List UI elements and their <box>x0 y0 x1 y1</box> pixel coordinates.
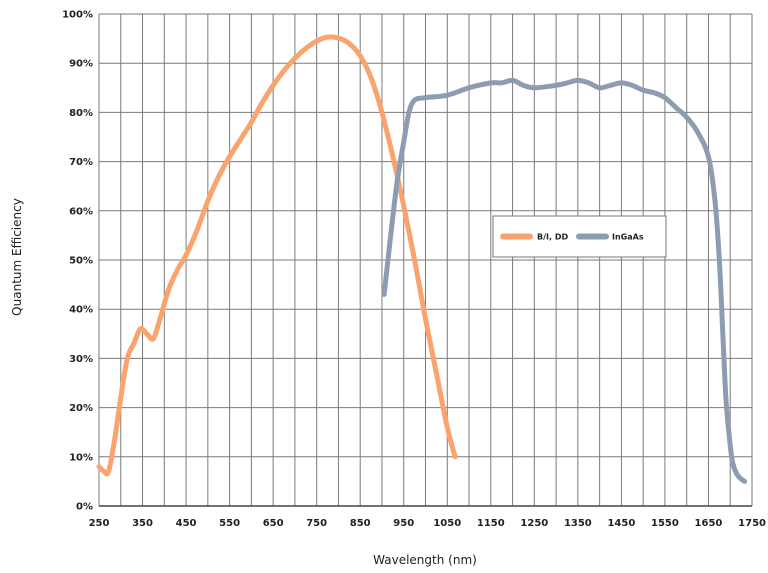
x-axis-label: Wavelength (nm) <box>373 553 477 567</box>
x-tick-label: 250 <box>89 518 110 529</box>
x-tick-label: 550 <box>219 518 240 529</box>
y-axis-label: Quantum Efficiency <box>10 198 24 316</box>
y-tick-label: 30% <box>69 354 93 365</box>
x-tick-label: 1250 <box>520 518 548 529</box>
y-tick-label: 80% <box>69 108 93 119</box>
x-tick-label: 1750 <box>738 518 766 529</box>
x-tick-label: 1150 <box>477 518 505 529</box>
y-tick-label: 0% <box>76 502 93 513</box>
y-tick-label: 40% <box>69 305 93 316</box>
x-tick-label: 1350 <box>564 518 592 529</box>
x-tick-label: 650 <box>263 518 284 529</box>
x-tick-label: 850 <box>350 518 371 529</box>
y-tick-label: 10% <box>69 452 93 463</box>
y-tick-label: 20% <box>69 403 93 414</box>
y-tick-label: 90% <box>69 59 93 70</box>
x-tick-label: 1050 <box>433 518 461 529</box>
y-tick-label: 50% <box>69 256 93 267</box>
x-tick-labels: 250 350 450 550 650 750 850 950 1050 1150 1250 1350… <box>89 518 766 529</box>
x-tick-label: 1550 <box>651 518 679 529</box>
series-layer <box>96 34 748 484</box>
legend-label-ingaas: InGaAs <box>612 233 644 242</box>
x-tick-label: 1450 <box>607 518 635 529</box>
x-tick-label: 950 <box>393 518 414 529</box>
series-line-ingaas <box>381 77 748 484</box>
legend-label-bi-dd: B/I, DD <box>537 233 568 242</box>
legend: B/I, DD InGaAs <box>492 215 667 258</box>
y-tick-label: 60% <box>69 206 93 217</box>
grid-y <box>99 13 752 507</box>
x-tick-label: 350 <box>132 518 153 529</box>
x-tick-label: 450 <box>176 518 197 529</box>
y-tick-label: 70% <box>69 157 93 168</box>
y-tick-label: 100% <box>62 10 93 21</box>
x-tick-label: 1650 <box>695 518 723 529</box>
x-tick-label: 750 <box>306 518 327 529</box>
series-line-bi-dd <box>96 34 458 477</box>
y-tick-labels: 0% 10% 20% 30% 40% 50% 60% 70% 80% 90% 100% <box>62 10 93 513</box>
